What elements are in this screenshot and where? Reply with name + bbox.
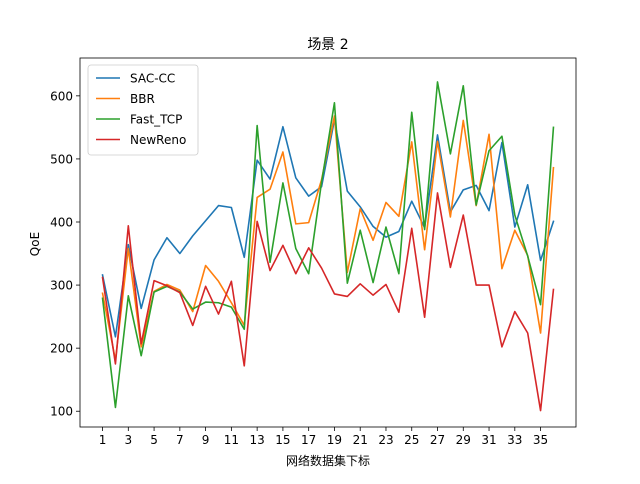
x-tick-label: 25 [404,433,419,447]
y-axis: 100 200 300 400 500 600 [50,89,80,419]
x-tick-label: 29 [456,433,471,447]
x-tick-label: 7 [176,433,184,447]
x-tick-label: 3 [124,433,132,447]
legend-label: Fast_TCP [130,113,182,127]
x-tick-label: 27 [430,433,445,447]
x-tick-label: 1 [99,433,107,447]
x-axis-label: 网络数据集下标 [286,453,370,468]
x-tick-label: 13 [250,433,265,447]
legend: SAC-CC BBR Fast_TCP NewReno [87,64,199,156]
x-tick-label: 9 [202,433,210,447]
x-tick-label: 23 [378,433,393,447]
plot-area [101,81,555,412]
x-tick-label: 35 [533,433,548,447]
x-tick-label: 5 [150,433,158,447]
x-tick-label: 33 [507,433,522,447]
legend-label: NewReno [130,133,186,147]
x-tick-label: 31 [481,433,496,447]
series-line-4 [101,192,555,412]
x-tick-label: 17 [301,433,316,447]
y-tick-label: 200 [50,342,73,356]
y-tick-label: 600 [50,89,73,103]
x-tick-label: 21 [353,433,368,447]
legend-box [87,64,199,156]
legend-label: BBR [130,92,155,106]
y-axis-label: QoE [28,232,42,256]
x-tick-label: 19 [327,433,342,447]
x-tick-label: 15 [275,433,290,447]
axes-frame [79,57,577,428]
y-tick-label: 400 [50,216,73,230]
chart-title: 场景 2 [307,37,348,53]
y-tick-label: 100 [50,405,73,419]
y-tick-label: 500 [50,152,73,166]
legend-label: SAC-CC [130,72,175,86]
x-tick-label: 11 [224,433,239,447]
x-axis: 1 3 5 7 9 11 13 15 17 19 21 23 25 27 29 31 33 35 [99,427,548,447]
y-tick-label: 300 [50,279,73,293]
